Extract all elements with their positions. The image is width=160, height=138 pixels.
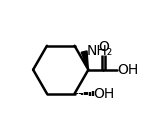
- Text: NH₂: NH₂: [87, 44, 113, 58]
- Text: OH: OH: [118, 63, 139, 77]
- Text: OH: OH: [93, 87, 114, 101]
- Polygon shape: [81, 51, 88, 70]
- Text: O: O: [98, 40, 109, 54]
